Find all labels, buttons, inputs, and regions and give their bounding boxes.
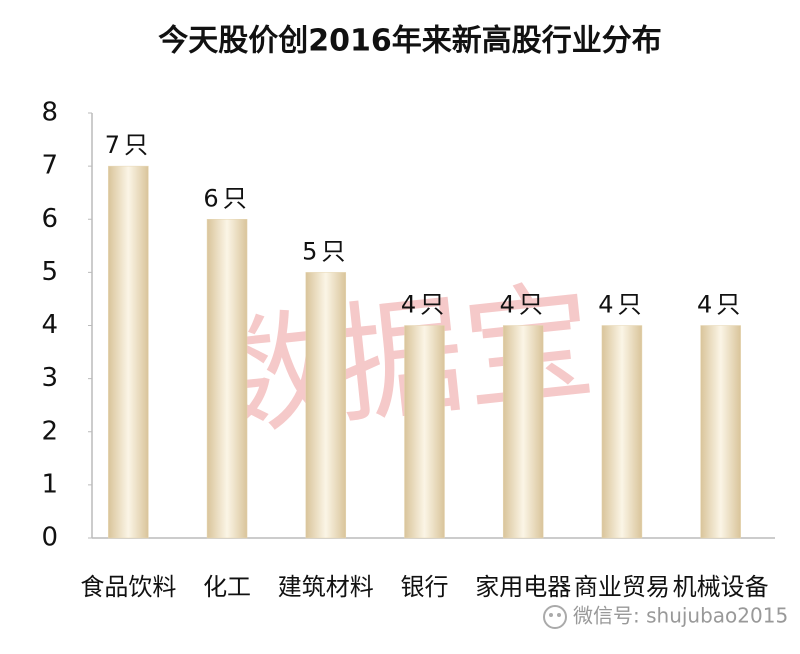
bar bbox=[601, 325, 643, 539]
value-label: 5只 bbox=[302, 237, 349, 265]
value-label: 4只 bbox=[598, 291, 645, 319]
value-label: 4只 bbox=[500, 291, 547, 319]
y-tick-label: 3 bbox=[41, 363, 58, 393]
bar bbox=[206, 219, 248, 539]
y-tick-label: 8 bbox=[41, 98, 58, 128]
value-label: 4只 bbox=[401, 291, 448, 319]
x-tick-label: 建筑材料 bbox=[278, 573, 374, 601]
chart-title: 今天股价创2016年来新高股行业分布 bbox=[158, 24, 662, 59]
x-tick-label: 商业贸易 bbox=[574, 573, 670, 601]
x-tick-label: 银行 bbox=[401, 573, 449, 601]
x-tick-label: 食品饮料 bbox=[80, 573, 176, 601]
y-tick-label: 1 bbox=[41, 469, 58, 499]
value-label: 4只 bbox=[697, 291, 744, 319]
wechat-icon bbox=[543, 605, 567, 629]
bar bbox=[700, 325, 741, 539]
y-tick-label: 5 bbox=[41, 257, 58, 287]
bar bbox=[502, 325, 544, 539]
value-label: 7只 bbox=[105, 131, 152, 159]
y-tick-label: 7 bbox=[41, 151, 58, 181]
y-tick-label: 0 bbox=[41, 523, 58, 553]
value-label: 6只 bbox=[203, 184, 250, 212]
bar bbox=[305, 272, 347, 539]
y-tick-label: 4 bbox=[41, 310, 58, 340]
x-tick-label: 家用电器 bbox=[475, 573, 571, 601]
bar bbox=[108, 165, 149, 539]
source-note: 微信号: shujubao2015 bbox=[573, 604, 788, 628]
bar bbox=[404, 325, 445, 539]
x-tick-label: 化工 bbox=[203, 573, 251, 601]
y-tick-label: 6 bbox=[41, 204, 58, 234]
x-tick-label: 机械设备 bbox=[673, 573, 769, 601]
y-tick-label: 2 bbox=[41, 416, 58, 446]
